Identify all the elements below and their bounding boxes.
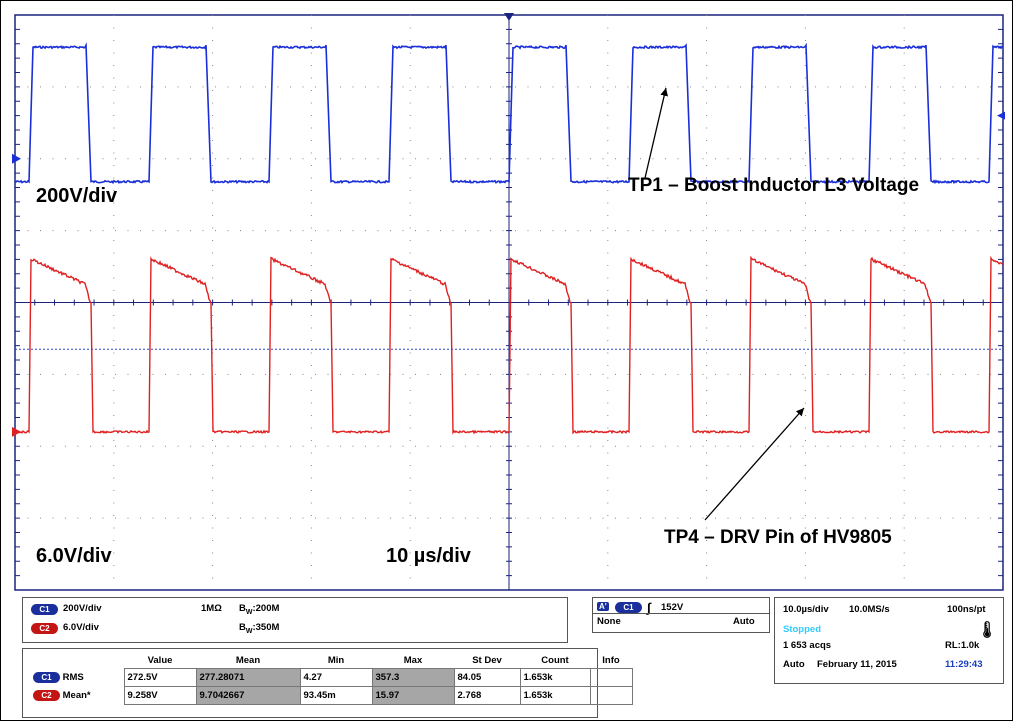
cell-stdev: 2.768 xyxy=(453,686,521,705)
annotation-arrows xyxy=(644,87,805,521)
row-measure-name: RMS xyxy=(62,672,84,683)
acquisition-state: Stopped xyxy=(783,624,821,635)
trigger-a-badge[interactable]: A' xyxy=(597,602,609,611)
col-header-count: Count xyxy=(541,654,569,666)
record-length: RL:1.0k xyxy=(945,640,980,651)
table-row: C1 RMS 272.5V 277.28071 4.27 357.3 84.05… xyxy=(30,668,633,687)
col-header-min: Min xyxy=(327,654,345,666)
row-ch2-badge[interactable]: C2 xyxy=(33,689,60,701)
measurements-header-row: Value Mean Min Max St Dev Count Info xyxy=(30,652,632,669)
sample-rate: 10.0MS/s xyxy=(849,604,890,615)
timebase-label: 10 µs/div xyxy=(386,545,471,567)
row-ch1-badge[interactable]: C1 xyxy=(33,671,60,683)
acquisition-count: 1 653 acqs xyxy=(783,640,832,651)
channel-settings-panel: C1 200V/div 1MΩ BW:200M C2 6.0V/div BW:3… xyxy=(22,597,568,643)
trigger-coupling: None xyxy=(597,616,621,627)
cell-max: 15.97 xyxy=(371,686,455,705)
cell-value: 9.258V xyxy=(123,686,197,705)
ch1-impedance: 1MΩ xyxy=(201,603,222,614)
ch1-position-marker xyxy=(12,153,21,164)
cell-mean: 277.28071 xyxy=(195,668,301,687)
table-row: C2 Mean* 9.258V 9.7042667 93.45m 15.97 2… xyxy=(30,686,633,705)
waveform-display xyxy=(12,13,1005,591)
cell-value: 272.5V xyxy=(123,668,197,687)
ch2-bandwidth: BW:350M xyxy=(239,622,280,635)
ch2-badge[interactable]: C2 xyxy=(31,623,58,634)
ch2-waveform xyxy=(14,255,1004,435)
cell-max: 357.3 xyxy=(371,668,455,687)
ch1-label-arrow xyxy=(644,87,669,179)
ch2-trace-label: TP4 – DRV Pin of HV9805 xyxy=(664,527,892,548)
capture-date: February 11, 2015 xyxy=(817,659,897,670)
timebase-setting: 10.0µs/div xyxy=(783,604,829,615)
cell-info xyxy=(589,686,633,705)
ch2-scale: 6.0V/div xyxy=(63,622,99,633)
cell-count: 1.653k xyxy=(519,668,591,687)
trigger-panel: A' C1 ∫ 152V None Auto xyxy=(592,597,770,633)
col-header-mean: Mean xyxy=(235,654,261,666)
ch1-badge[interactable]: C1 xyxy=(31,604,58,615)
trigger-mode-status: Auto xyxy=(783,659,805,670)
channel-markers xyxy=(12,13,1005,437)
col-header-stdev: St Dev xyxy=(472,654,502,666)
graticule xyxy=(14,14,1004,591)
trigger-position-marker xyxy=(504,13,514,21)
trigger-source-badge[interactable]: C1 xyxy=(615,602,642,613)
status-panel: Auto February 11, 2015 11:29:43 xyxy=(774,653,1004,684)
ch1-waveform xyxy=(14,42,1004,185)
cell-mean: 9.7042667 xyxy=(195,686,301,705)
trigger-level-marker xyxy=(997,111,1005,120)
cell-min: 93.45m xyxy=(299,686,373,705)
trigger-slope-icon: ∫ xyxy=(647,600,651,615)
acquisition-panel: 10.0µs/div 10.0MS/s 100ns/pt Stopped 🌡 1… xyxy=(774,597,1004,655)
ch1-bandwidth: BW:200M xyxy=(239,603,280,616)
thermometer-icon: 🌡 xyxy=(977,622,998,639)
ch2-scale-label: 6.0V/div xyxy=(36,545,112,567)
trigger-mode: Auto xyxy=(733,616,755,627)
col-header-value: Value xyxy=(147,654,173,666)
ch2-label-arrow xyxy=(704,407,805,521)
col-header-info: Info xyxy=(602,654,620,666)
ch1-scale-label: 200V/div xyxy=(36,185,118,207)
trigger-level: 152V xyxy=(661,602,684,613)
ch2-position-marker xyxy=(12,426,21,437)
measurements-table: Value Mean Min Max St Dev Count Info C1 … xyxy=(30,652,633,705)
resolution: 100ns/pt xyxy=(947,604,986,615)
cell-stdev: 84.05 xyxy=(453,668,521,687)
row-measure-name: Mean* xyxy=(62,690,91,701)
capture-time: 11:29:43 xyxy=(945,659,983,670)
ch1-trace-label: TP1 – Boost Inductor L3 Voltage xyxy=(628,175,920,196)
cell-count: 1.653k xyxy=(519,686,591,705)
cell-info xyxy=(589,668,633,687)
cell-min: 4.27 xyxy=(299,668,373,687)
col-header-max: Max xyxy=(403,654,423,666)
ch1-scale: 200V/div xyxy=(63,603,102,614)
